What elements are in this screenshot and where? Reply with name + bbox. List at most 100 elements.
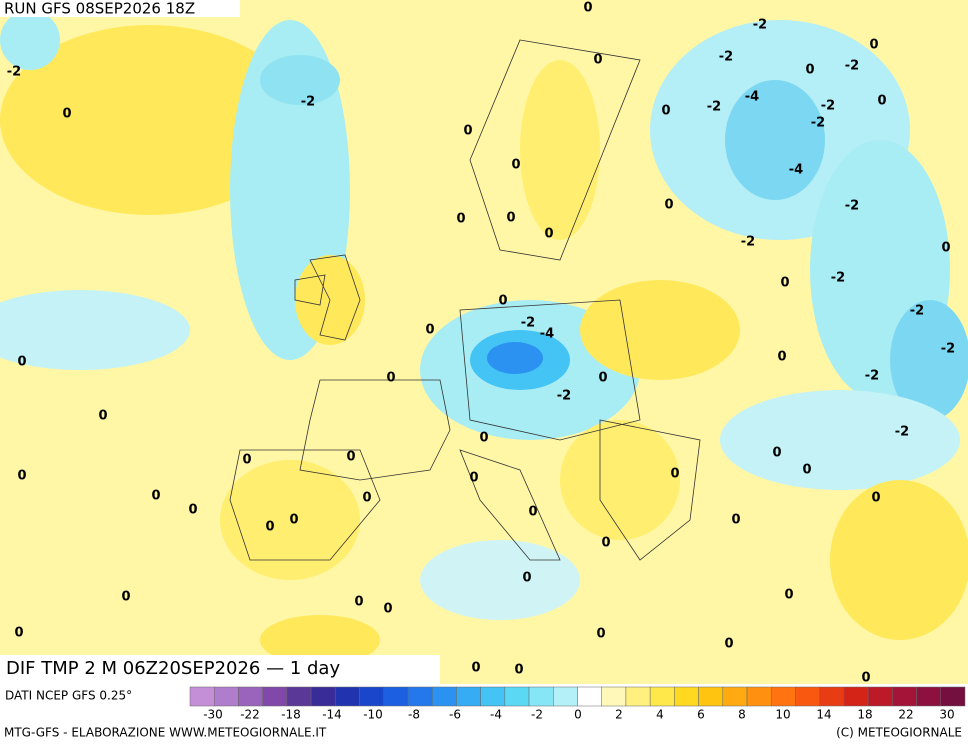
contour-label: 0 <box>98 409 107 424</box>
contour-label: -2 <box>301 95 315 110</box>
colorbar-tick-label: 14 <box>816 708 831 722</box>
contour-label: -2 <box>845 59 859 74</box>
contour-label: 0 <box>14 626 23 641</box>
color-swatch <box>746 686 772 707</box>
contour-label: 0 <box>805 63 814 78</box>
color-swatch <box>867 686 893 707</box>
source: DATI NCEP GFS 0.25° <box>5 689 132 703</box>
caption: DIF TMP 2 M 06Z20SEP2026 — 1 day <box>6 658 340 679</box>
color-swatch <box>359 686 384 707</box>
color-swatch <box>722 686 748 707</box>
contour-label: -2 <box>7 65 21 80</box>
contour-label: -2 <box>707 100 721 115</box>
contour-label: 0 <box>511 158 520 173</box>
contour-label: 0 <box>479 431 488 446</box>
colorbar-tick-label: -6 <box>449 708 461 722</box>
color-swatch <box>577 686 602 707</box>
contour-label: -2 <box>895 425 909 440</box>
contour-label: 0 <box>522 571 531 586</box>
contour-label: 0 <box>506 211 515 226</box>
color-swatch <box>407 686 433 707</box>
color-swatch <box>238 686 263 707</box>
contour-label: 0 <box>772 446 781 461</box>
color-swatch <box>892 686 917 707</box>
contour-label: -2 <box>811 116 825 131</box>
contour-labels: 0 -2 -2 -2 0 0 -2 0 -4 -2 0 -2 0 -2 0 -2 0 0 -4 0 -2 0 0 0 -2 0 -2… <box>7 1 955 686</box>
contour-label: 0 <box>188 503 197 518</box>
colorbar-tick-label: 22 <box>898 708 913 722</box>
contour-label: -2 <box>719 50 733 65</box>
colorbar-tick-label: -14 <box>322 708 342 722</box>
contour-label: 0 <box>544 227 553 242</box>
colorbar-tick-label: -2 <box>531 708 543 722</box>
contour-label: 0 <box>362 491 371 506</box>
color-swatch <box>310 686 336 707</box>
contour-label: -4 <box>745 90 759 105</box>
colorbar-tick-label: 10 <box>775 708 790 722</box>
color-swatch <box>819 686 845 707</box>
contour-label: 0 <box>869 38 878 53</box>
contour-label: 0 <box>664 198 673 213</box>
color-swatch <box>771 686 796 707</box>
contour-label: -2 <box>865 369 879 384</box>
contour-label: 0 <box>242 453 251 468</box>
contour-label: 0 <box>17 469 26 484</box>
footer-right: (C) METEOGIORNALE <box>836 726 962 740</box>
contour-label: 0 <box>498 294 507 309</box>
contour-label: 0 <box>471 661 480 676</box>
contour-label: 0 <box>731 513 740 528</box>
contour-label: 0 <box>456 212 465 227</box>
contour-label: 0 <box>469 471 478 486</box>
contour-label: 0 <box>289 513 298 528</box>
contour-label: 0 <box>661 104 670 119</box>
colorbar-tick-label: -18 <box>281 708 301 722</box>
contour-label: 0 <box>463 124 472 139</box>
footer-left: MTG-GFS - ELABORAZIONE WWW.METEOGIORNALE… <box>4 726 327 740</box>
colorbar-tick-label: 30 <box>939 708 954 722</box>
contour-label: 0 <box>861 671 870 686</box>
contour-label: 0 <box>346 450 355 465</box>
colorbar-tick-label: -30 <box>203 708 223 722</box>
contour-label: 0 <box>802 463 811 478</box>
colorbar-tick-label: 0 <box>574 708 582 722</box>
color-swatch <box>528 686 554 707</box>
contour-label: 0 <box>598 371 607 386</box>
contour-label: 0 <box>17 355 26 370</box>
contour-label: 0 <box>777 350 786 365</box>
color-swatch <box>698 686 724 707</box>
contour-label: -2 <box>831 271 845 286</box>
color-swatch <box>649 686 675 707</box>
contour-label: -2 <box>753 18 767 33</box>
contour-label: -4 <box>540 327 554 342</box>
contour-label: -2 <box>521 316 535 331</box>
contour-label: 0 <box>514 663 523 678</box>
contour-label: 0 <box>425 323 434 338</box>
colorbar-tick-label: -22 <box>240 708 260 722</box>
contour-label: 0 <box>724 637 733 652</box>
colorbar-tick-label: -4 <box>490 708 502 722</box>
contour-label: -2 <box>910 304 924 319</box>
contour-label: 0 <box>784 588 793 603</box>
contour-label: 0 <box>601 536 610 551</box>
color-swatch <box>480 686 506 707</box>
contour-label: 0 <box>877 94 886 109</box>
color-swatch <box>601 686 627 707</box>
contour-label: 0 <box>386 371 395 386</box>
colorbar-tick-label: 2 <box>615 708 623 722</box>
contour-label: 0 <box>528 505 537 520</box>
run-title: RUN GFS 08SEP2026 18Z <box>4 0 195 18</box>
contour-label: 0 <box>151 489 160 504</box>
contour-label: 0 <box>941 241 950 256</box>
contour-label: -2 <box>741 235 755 250</box>
color-swatch <box>916 686 942 707</box>
color-swatch <box>335 686 360 707</box>
contour-label: 0 <box>583 1 592 16</box>
color-swatch <box>674 686 699 707</box>
colorbar-tick-label: 8 <box>738 708 746 722</box>
color-swatch <box>383 686 409 707</box>
color-swatch <box>553 686 578 707</box>
contour-label: 0 <box>596 627 605 642</box>
color-swatch <box>504 686 530 707</box>
contour-label: 0 <box>670 467 679 482</box>
